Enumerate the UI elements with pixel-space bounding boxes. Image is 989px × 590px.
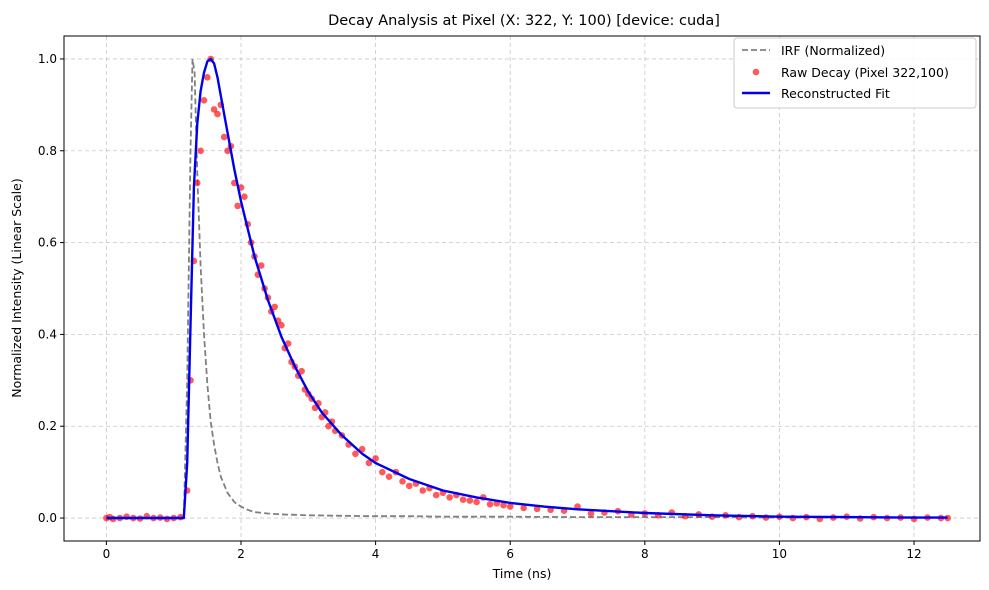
raw-decay-point [432, 491, 440, 499]
plot-frame [63, 35, 981, 542]
raw-decay-point [365, 459, 373, 467]
y-tick-label: 0.4 [38, 327, 57, 341]
raw-decay-point [271, 303, 278, 311]
raw-decay-point [210, 106, 218, 113]
raw-decay-point [325, 422, 332, 430]
fit-series-line [106, 57, 948, 520]
raw-decay-point [500, 501, 507, 509]
raw-decay-point [241, 193, 248, 200]
legend: IRF (Normalized) Raw Decay (Pixel 322,10… [733, 37, 977, 109]
x-tick-label: 8 [641, 547, 649, 561]
raw-decay-point [459, 496, 467, 503]
raw-decay-point [506, 503, 514, 510]
y-tick-label: 0.6 [38, 236, 57, 250]
chart-title: Decay Analysis at Pixel (X: 322, Y: 100)… [328, 13, 720, 29]
legend-raw-label: Raw Decay (Pixel 322,100) [781, 65, 949, 80]
raw-decay-point [399, 478, 406, 485]
x-tick-label: 4 [372, 547, 380, 561]
raw-decay-point [278, 321, 285, 329]
raw-decay-point [197, 147, 204, 155]
y-axis-label: Normalized Intensity (Linear Scale) [9, 178, 24, 397]
raw-decay-point [200, 96, 208, 104]
raw-decay-point [220, 133, 228, 141]
raw-decay-point [385, 473, 393, 481]
x-tick-label: 2 [237, 547, 245, 561]
legend-irf-label: IRF (Normalized) [781, 43, 885, 58]
raw-decay-point [298, 367, 305, 375]
x-axis-label: Time (ns) [492, 566, 552, 581]
series-layer [103, 55, 951, 523]
raw-decay-point [473, 498, 480, 506]
raw-decay-point [466, 497, 474, 504]
x-tick-label: 6 [506, 547, 514, 561]
y-tick-label: 0.8 [38, 144, 57, 158]
legend-fit-label: Reconstructed Fit [781, 86, 890, 101]
raw-decay-point [224, 147, 231, 155]
axis-ticks: 0 2 4 6 8 10 12 0.0 0.2 0.4 0.6 0.8 1.0 [38, 52, 922, 561]
legend-raw-swatch [752, 68, 760, 76]
legend-box [733, 37, 977, 109]
raw-decay-point [520, 504, 527, 512]
y-tick-label: 1.0 [38, 52, 57, 66]
raw-decay-point [214, 110, 221, 118]
raw-decay-point [372, 455, 379, 462]
y-tick-label: 0.2 [38, 419, 57, 433]
y-tick-label: 0.0 [38, 511, 57, 525]
raw-decay-point [234, 202, 241, 210]
raw-decay-point [379, 468, 386, 476]
irf-series-line [106, 58, 948, 519]
raw-decay-point [419, 487, 427, 494]
raw-decay-point [204, 74, 211, 81]
raw-decay-point [587, 510, 595, 517]
x-tick-label: 12 [906, 547, 921, 561]
x-tick-label: 10 [772, 547, 787, 561]
raw-decay-point [446, 494, 453, 501]
raw-decay-point [193, 179, 201, 187]
x-tick-label: 0 [103, 547, 111, 561]
raw-decay-point [352, 450, 359, 458]
raw-decay-point [486, 500, 494, 508]
raw-decay-point [257, 262, 265, 269]
raw-decay-point [405, 482, 413, 490]
